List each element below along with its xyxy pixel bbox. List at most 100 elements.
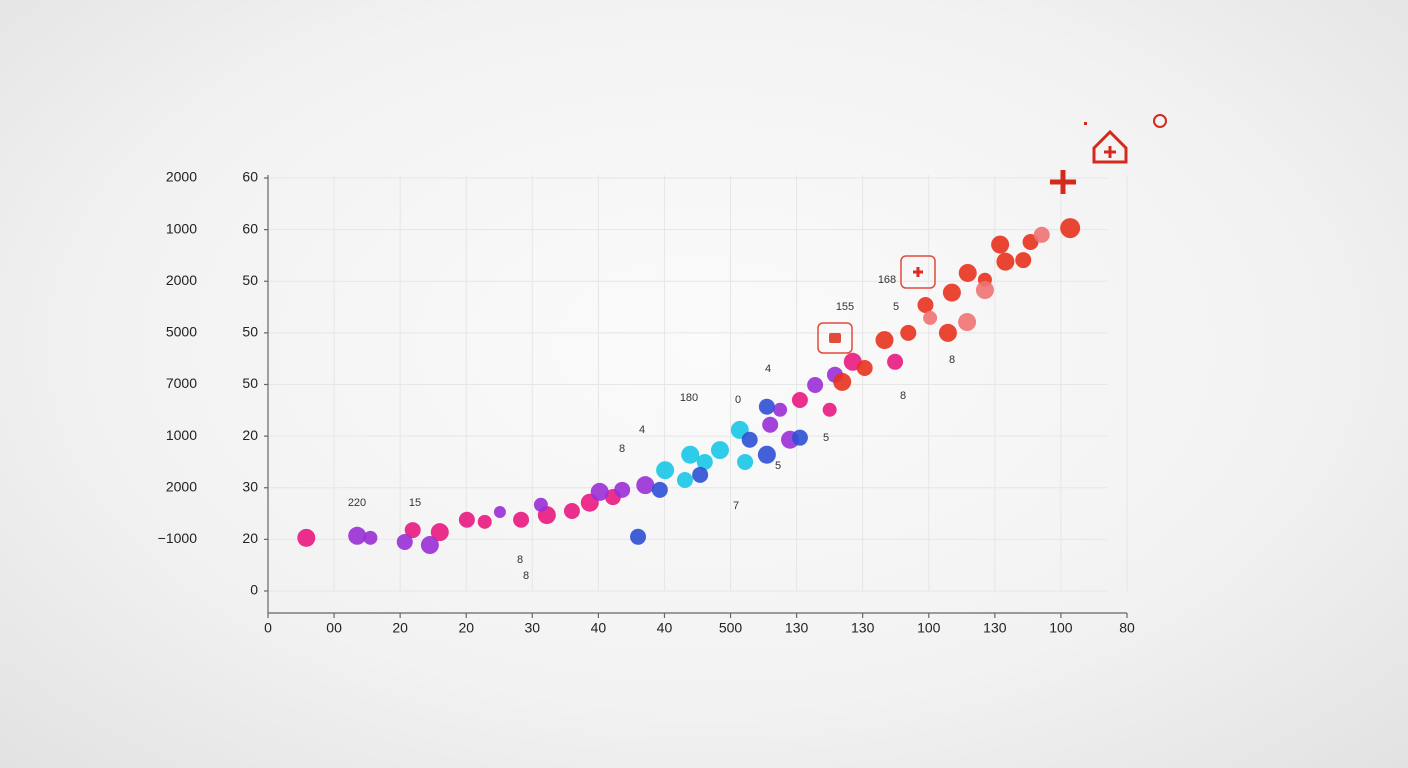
y-tick-label: 0 bbox=[250, 582, 258, 598]
y2-tick-label: 2000 bbox=[166, 478, 197, 494]
bubble bbox=[651, 481, 668, 498]
bubble bbox=[1015, 252, 1032, 269]
bubble bbox=[430, 523, 449, 542]
y-tick-label: 20 bbox=[242, 530, 258, 546]
bubble bbox=[1033, 226, 1050, 243]
annotation: 5 bbox=[775, 460, 781, 472]
annotation: 155 bbox=[836, 301, 854, 313]
bubble bbox=[791, 429, 808, 446]
bubble bbox=[636, 476, 655, 495]
annotation: 8 bbox=[900, 390, 906, 402]
bubble bbox=[681, 445, 700, 464]
annotation: 5 bbox=[893, 301, 899, 313]
bubble bbox=[676, 472, 693, 489]
bubble bbox=[563, 502, 580, 519]
icon-plus bbox=[913, 267, 923, 277]
y-tick-label: 50 bbox=[242, 375, 258, 391]
bubble bbox=[991, 235, 1010, 254]
bubble bbox=[833, 372, 852, 391]
x-tick-label: 130 bbox=[983, 620, 1007, 636]
x-tick-label: 130 bbox=[851, 620, 875, 636]
x-tick-label: 80 bbox=[1119, 620, 1135, 636]
bubble bbox=[773, 402, 788, 417]
annotation: 220 bbox=[348, 497, 366, 509]
bubble bbox=[975, 281, 994, 300]
bubble bbox=[741, 431, 758, 448]
icon-ring bbox=[1153, 114, 1167, 128]
y-tick-label: 20 bbox=[242, 427, 258, 443]
bubble bbox=[762, 416, 779, 433]
x-tick-label: 130 bbox=[785, 620, 809, 636]
bubble bbox=[348, 526, 367, 545]
x-tick-label: 20 bbox=[392, 620, 408, 636]
grid bbox=[267, 175, 1128, 592]
x-tick-label: 40 bbox=[591, 620, 607, 636]
annotation: 4 bbox=[765, 363, 771, 375]
icon-cross bbox=[1050, 170, 1076, 194]
bubble bbox=[958, 313, 977, 332]
bubble bbox=[493, 506, 506, 519]
y2-tick-label: 1000 bbox=[166, 427, 197, 443]
bubble bbox=[396, 533, 413, 550]
bubble bbox=[363, 530, 378, 545]
bubble bbox=[757, 445, 776, 464]
x-tick-label: 0 bbox=[264, 620, 272, 636]
bubble bbox=[923, 310, 938, 325]
annotation: 168 bbox=[878, 274, 896, 286]
x-tick-label: 100 bbox=[1049, 620, 1073, 636]
bubble bbox=[942, 283, 961, 302]
bubble bbox=[996, 252, 1015, 271]
bubble bbox=[513, 511, 530, 528]
y2-tick-label: 7000 bbox=[166, 375, 197, 391]
annotation: 8 bbox=[523, 570, 529, 582]
annotation: 180 bbox=[680, 392, 698, 404]
annotation: 4 bbox=[639, 424, 645, 436]
bubble bbox=[958, 263, 977, 282]
y-tick-label: 50 bbox=[242, 272, 258, 288]
bubble bbox=[758, 398, 775, 415]
bubble bbox=[614, 481, 631, 498]
icon-house-cross bbox=[1104, 146, 1116, 158]
bubble bbox=[630, 528, 647, 545]
bubble bbox=[1060, 218, 1081, 239]
bubble bbox=[791, 391, 808, 408]
annotation: 0 bbox=[735, 394, 741, 406]
y-tick-label: 60 bbox=[242, 169, 258, 185]
annotation: 15 bbox=[409, 497, 421, 509]
bubble bbox=[875, 331, 894, 350]
annotation: 5 bbox=[823, 432, 829, 444]
annotation: 8 bbox=[517, 554, 523, 566]
bubble bbox=[900, 324, 917, 341]
bubble bbox=[458, 511, 475, 528]
bubble bbox=[420, 536, 439, 555]
x-tick-label: 500 bbox=[719, 620, 743, 636]
bubble bbox=[692, 466, 709, 483]
icon-house bbox=[1092, 129, 1128, 164]
bubble bbox=[656, 461, 675, 480]
icon-frame bbox=[900, 255, 936, 289]
y-tick-label: 60 bbox=[242, 220, 258, 236]
y-tick-label: 50 bbox=[242, 324, 258, 340]
bubble bbox=[917, 296, 934, 313]
bubble bbox=[807, 377, 824, 394]
y2-tick-label: 2000 bbox=[166, 169, 197, 185]
bubble bbox=[737, 453, 754, 470]
bubble bbox=[590, 482, 609, 501]
bubble bbox=[696, 453, 713, 470]
icon-dot bbox=[1084, 122, 1087, 125]
y2-tick-label: 1000 bbox=[166, 220, 197, 236]
y2-tick-label: 5000 bbox=[166, 324, 197, 340]
decor-icons bbox=[817, 114, 1167, 354]
x-tick-label: 00 bbox=[326, 620, 342, 636]
bubble bbox=[297, 528, 316, 547]
y2-tick-label: −1000 bbox=[158, 530, 198, 546]
y2-tick-label: 2000 bbox=[166, 272, 197, 288]
y-tick-label: 30 bbox=[242, 478, 258, 494]
annotation: 7 bbox=[733, 500, 739, 512]
bubble bbox=[887, 353, 904, 370]
annotation: 8 bbox=[949, 354, 955, 366]
bubble bbox=[938, 323, 957, 342]
bubble bbox=[822, 402, 837, 417]
